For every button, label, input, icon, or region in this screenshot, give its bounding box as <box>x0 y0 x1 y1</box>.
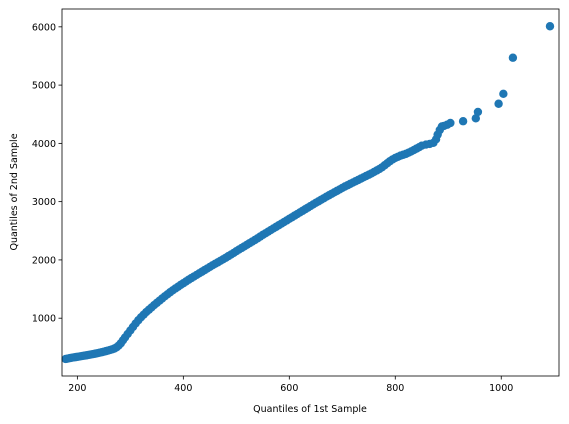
data-point <box>458 117 468 126</box>
points-layer <box>61 22 555 364</box>
plot-frame <box>61 8 560 377</box>
data-point <box>494 99 503 108</box>
x-tick-label: 800 <box>386 383 404 394</box>
x-ticks: 200 400 600 800 1000 <box>68 376 513 394</box>
data-point <box>545 22 555 31</box>
y-axis-label: Quantiles of 2nd Sample <box>9 133 20 250</box>
y-tick-label: 1000 <box>32 314 56 325</box>
y-tick-label: 2000 <box>32 255 56 266</box>
data-point <box>446 118 455 128</box>
y-tick-label: 5000 <box>32 81 56 92</box>
x-axis-label: Quantiles of 1st Sample <box>253 404 367 415</box>
x-tick-label: 600 <box>280 383 298 394</box>
x-tick-label: 200 <box>68 383 86 394</box>
data-point <box>473 107 483 117</box>
x-tick-label: 1000 <box>489 383 513 394</box>
x-tick-label: 400 <box>174 383 192 394</box>
data-point <box>471 114 481 123</box>
y-ticks: 1000 2000 3000 4000 5000 6000 <box>32 22 62 325</box>
data-point <box>499 89 508 99</box>
data-point <box>508 53 518 62</box>
y-tick-label: 4000 <box>32 139 56 150</box>
y-tick-label: 6000 <box>32 22 56 33</box>
y-tick-label: 3000 <box>32 197 56 208</box>
